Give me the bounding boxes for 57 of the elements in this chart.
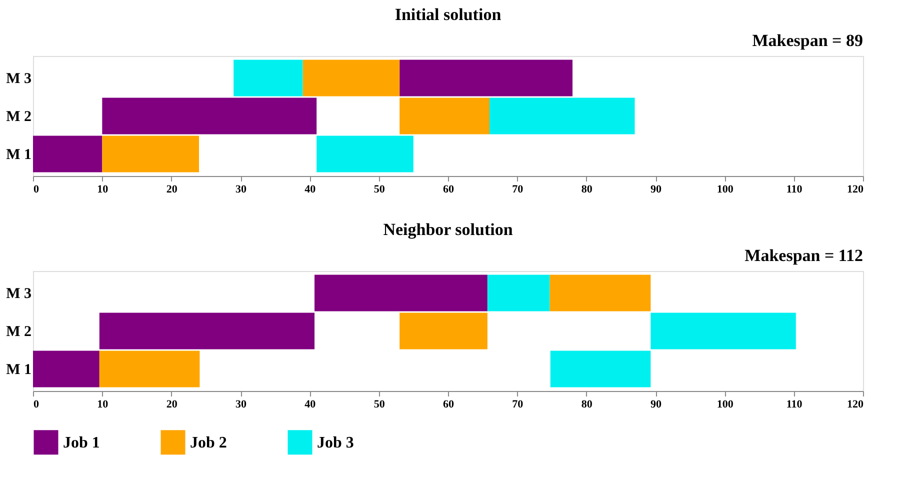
x-tick-label: 50 (374, 398, 386, 410)
x-tick-label: 80 (581, 398, 593, 410)
bar (33, 350, 100, 388)
bar (99, 350, 200, 388)
x-tick-label: 100 (716, 184, 734, 196)
x-tick-label: 90 (650, 184, 662, 196)
bar (550, 274, 651, 312)
x-tick-label: 40 (304, 184, 316, 196)
chart-title: Initial solution (394, 5, 502, 24)
x-tick-label: 110 (786, 398, 803, 410)
x-tick-label: 20 (166, 184, 178, 196)
bar (234, 60, 303, 96)
x-tick-label: 60 (443, 398, 454, 410)
y-tick-label: M 2 (6, 324, 32, 340)
y-tick-label: M 1 (6, 362, 32, 378)
bar (102, 136, 199, 172)
x-tick-label: 60 (443, 184, 454, 196)
x-tick-label: 110 (786, 184, 803, 196)
x-tick-label: 70 (512, 184, 524, 196)
bar (490, 98, 635, 134)
bar (400, 98, 490, 134)
x-tick-label: 30 (236, 184, 247, 196)
x-tick-label: 100 (716, 398, 734, 410)
bar (99, 312, 315, 350)
y-tick-label: M 3 (6, 286, 32, 302)
x-tick-label: 10 (97, 184, 109, 196)
bar (33, 136, 102, 172)
y-tick-label: M 2 (6, 109, 32, 125)
x-tick-label: 0 (34, 398, 40, 410)
bar (314, 274, 488, 312)
x-tick-label: 0 (34, 184, 40, 196)
x-tick-label: 30 (236, 398, 247, 410)
legend-label: Job 2 (190, 434, 227, 452)
bar (550, 350, 651, 388)
bar (102, 98, 317, 134)
legend-label: Job 1 (63, 434, 100, 452)
x-tick-label: 20 (166, 398, 178, 410)
x-tick-label: 120 (847, 184, 864, 196)
text: Makespan = 89 (752, 31, 863, 50)
x-tick-label: 40 (304, 398, 316, 410)
text: Makespan = 112 (744, 246, 863, 265)
x-tick-label: 90 (650, 398, 662, 410)
x-tick-label: 70 (512, 398, 524, 410)
bar (487, 274, 550, 312)
x-tick-label: 50 (374, 184, 386, 196)
bar (302, 60, 400, 96)
bar (400, 60, 572, 96)
x-tick-label: 120 (847, 398, 864, 410)
y-tick-label: M 1 (6, 146, 32, 163)
bar (316, 136, 414, 172)
bar (400, 312, 488, 350)
legend-label: Job 3 (317, 434, 354, 452)
x-tick-label: 10 (97, 398, 109, 410)
y-tick-label: M 3 (6, 71, 32, 88)
chart-title: Neighbor solution (383, 220, 514, 239)
x-tick-label: 80 (581, 184, 593, 196)
bar (650, 312, 796, 350)
